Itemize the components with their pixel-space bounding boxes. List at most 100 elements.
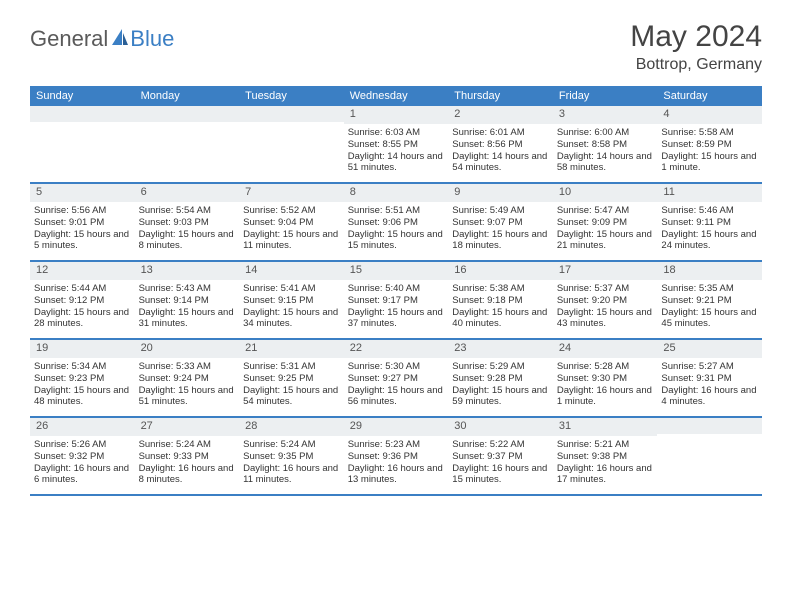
day-cell: 7Sunrise: 5:52 AMSunset: 9:04 PMDaylight…	[239, 184, 344, 260]
daylight-text: Daylight: 15 hours and 51 minutes.	[139, 385, 236, 409]
daylight-text: Daylight: 14 hours and 51 minutes.	[348, 151, 445, 175]
daylight-text: Daylight: 16 hours and 17 minutes.	[557, 463, 654, 487]
day-number: 5	[30, 184, 135, 202]
sunrise-text: Sunrise: 5:51 AM	[348, 205, 445, 217]
daylight-text: Daylight: 15 hours and 24 minutes.	[661, 229, 758, 253]
daylight-text: Daylight: 16 hours and 6 minutes.	[34, 463, 131, 487]
day-cell: 24Sunrise: 5:28 AMSunset: 9:30 PMDayligh…	[553, 340, 658, 416]
daylight-text: Daylight: 15 hours and 28 minutes.	[34, 307, 131, 331]
daylight-text: Daylight: 14 hours and 58 minutes.	[557, 151, 654, 175]
location-subtitle: Bottrop, Germany	[630, 56, 762, 74]
sunrise-text: Sunrise: 5:27 AM	[661, 361, 758, 373]
day-number: 15	[344, 262, 449, 280]
daylight-text: Daylight: 15 hours and 11 minutes.	[243, 229, 340, 253]
day-cell	[239, 106, 344, 182]
day-cell: 27Sunrise: 5:24 AMSunset: 9:33 PMDayligh…	[135, 418, 240, 494]
sunset-text: Sunset: 9:38 PM	[557, 451, 654, 463]
week-row: 26Sunrise: 5:26 AMSunset: 9:32 PMDayligh…	[30, 418, 762, 496]
sunset-text: Sunset: 9:07 PM	[452, 217, 549, 229]
daylight-text: Daylight: 16 hours and 15 minutes.	[452, 463, 549, 487]
day-cell: 13Sunrise: 5:43 AMSunset: 9:14 PMDayligh…	[135, 262, 240, 338]
day-number: 18	[657, 262, 762, 280]
sunset-text: Sunset: 9:14 PM	[139, 295, 236, 307]
day-cell: 22Sunrise: 5:30 AMSunset: 9:27 PMDayligh…	[344, 340, 449, 416]
sunrise-text: Sunrise: 5:44 AM	[34, 283, 131, 295]
daylight-text: Daylight: 15 hours and 21 minutes.	[557, 229, 654, 253]
day-number: 2	[448, 106, 553, 124]
sunrise-text: Sunrise: 6:01 AM	[452, 127, 549, 139]
day-cell	[30, 106, 135, 182]
sunrise-text: Sunrise: 5:41 AM	[243, 283, 340, 295]
day-number: 30	[448, 418, 553, 436]
sunrise-text: Sunrise: 5:54 AM	[139, 205, 236, 217]
day-number	[135, 106, 240, 122]
day-number: 9	[448, 184, 553, 202]
day-cell: 21Sunrise: 5:31 AMSunset: 9:25 PMDayligh…	[239, 340, 344, 416]
sunrise-text: Sunrise: 5:52 AM	[243, 205, 340, 217]
day-number: 4	[657, 106, 762, 124]
day-cell: 2Sunrise: 6:01 AMSunset: 8:56 PMDaylight…	[448, 106, 553, 182]
sunrise-text: Sunrise: 5:33 AM	[139, 361, 236, 373]
sunset-text: Sunset: 9:36 PM	[348, 451, 445, 463]
day-cell: 31Sunrise: 5:21 AMSunset: 9:38 PMDayligh…	[553, 418, 658, 494]
day-number: 19	[30, 340, 135, 358]
brand-part2: Blue	[130, 26, 174, 52]
day-number: 21	[239, 340, 344, 358]
day-cell: 25Sunrise: 5:27 AMSunset: 9:31 PMDayligh…	[657, 340, 762, 416]
dow-sunday: Sunday	[30, 86, 135, 106]
day-cell: 17Sunrise: 5:37 AMSunset: 9:20 PMDayligh…	[553, 262, 658, 338]
day-number: 24	[553, 340, 658, 358]
sunrise-text: Sunrise: 5:56 AM	[34, 205, 131, 217]
day-number: 23	[448, 340, 553, 358]
sunrise-text: Sunrise: 5:24 AM	[243, 439, 340, 451]
day-cell: 30Sunrise: 5:22 AMSunset: 9:37 PMDayligh…	[448, 418, 553, 494]
sunrise-text: Sunrise: 5:49 AM	[452, 205, 549, 217]
day-cell: 28Sunrise: 5:24 AMSunset: 9:35 PMDayligh…	[239, 418, 344, 494]
sunrise-text: Sunrise: 5:21 AM	[557, 439, 654, 451]
daylight-text: Daylight: 16 hours and 4 minutes.	[661, 385, 758, 409]
day-number: 28	[239, 418, 344, 436]
day-number: 6	[135, 184, 240, 202]
sunrise-text: Sunrise: 5:23 AM	[348, 439, 445, 451]
daylight-text: Daylight: 15 hours and 40 minutes.	[452, 307, 549, 331]
week-row: 5Sunrise: 5:56 AMSunset: 9:01 PMDaylight…	[30, 184, 762, 262]
sunrise-text: Sunrise: 6:03 AM	[348, 127, 445, 139]
month-title: May 2024	[630, 20, 762, 54]
sunset-text: Sunset: 9:03 PM	[139, 217, 236, 229]
sunset-text: Sunset: 9:04 PM	[243, 217, 340, 229]
day-cell: 20Sunrise: 5:33 AMSunset: 9:24 PMDayligh…	[135, 340, 240, 416]
sunset-text: Sunset: 9:30 PM	[557, 373, 654, 385]
daylight-text: Daylight: 15 hours and 43 minutes.	[557, 307, 654, 331]
day-number: 25	[657, 340, 762, 358]
sunrise-text: Sunrise: 5:46 AM	[661, 205, 758, 217]
sunrise-text: Sunrise: 6:00 AM	[557, 127, 654, 139]
day-cell: 18Sunrise: 5:35 AMSunset: 9:21 PMDayligh…	[657, 262, 762, 338]
dow-saturday: Saturday	[657, 86, 762, 106]
dow-monday: Monday	[135, 86, 240, 106]
day-cell	[135, 106, 240, 182]
daylight-text: Daylight: 16 hours and 13 minutes.	[348, 463, 445, 487]
day-number: 8	[344, 184, 449, 202]
brand-logo: General Blue	[30, 26, 174, 52]
brand-part1: General	[30, 26, 108, 52]
sunset-text: Sunset: 9:11 PM	[661, 217, 758, 229]
day-cell: 14Sunrise: 5:41 AMSunset: 9:15 PMDayligh…	[239, 262, 344, 338]
day-cell: 29Sunrise: 5:23 AMSunset: 9:36 PMDayligh…	[344, 418, 449, 494]
sunset-text: Sunset: 9:25 PM	[243, 373, 340, 385]
day-number	[657, 418, 762, 434]
sunset-text: Sunset: 9:24 PM	[139, 373, 236, 385]
sunrise-text: Sunrise: 5:30 AM	[348, 361, 445, 373]
day-number: 11	[657, 184, 762, 202]
daylight-text: Daylight: 15 hours and 54 minutes.	[243, 385, 340, 409]
daylight-text: Daylight: 15 hours and 45 minutes.	[661, 307, 758, 331]
sunset-text: Sunset: 9:37 PM	[452, 451, 549, 463]
daylight-text: Daylight: 15 hours and 37 minutes.	[348, 307, 445, 331]
day-cell: 5Sunrise: 5:56 AMSunset: 9:01 PMDaylight…	[30, 184, 135, 260]
daylight-text: Daylight: 15 hours and 59 minutes.	[452, 385, 549, 409]
day-cell: 19Sunrise: 5:34 AMSunset: 9:23 PMDayligh…	[30, 340, 135, 416]
page-header: General Blue May 2024 Bottrop, Germany	[30, 20, 762, 74]
day-number: 10	[553, 184, 658, 202]
day-cell: 26Sunrise: 5:26 AMSunset: 9:32 PMDayligh…	[30, 418, 135, 494]
daylight-text: Daylight: 16 hours and 8 minutes.	[139, 463, 236, 487]
sunset-text: Sunset: 9:27 PM	[348, 373, 445, 385]
